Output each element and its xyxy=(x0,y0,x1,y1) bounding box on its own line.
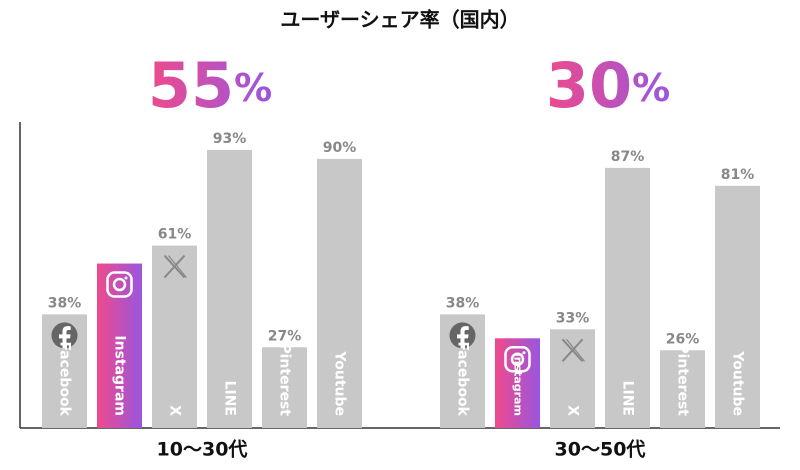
headline-value: 55% xyxy=(148,49,272,122)
group-label: 10〜30代 xyxy=(157,439,248,461)
value-label: 38% xyxy=(48,295,82,311)
value-label: 90% xyxy=(323,140,357,156)
instagram-icon xyxy=(106,271,133,298)
bar-category-label: Facebook xyxy=(57,341,73,416)
bar xyxy=(660,350,705,428)
x-icon-inner xyxy=(566,338,585,362)
value-label: 61% xyxy=(158,227,192,243)
x-icon-inner xyxy=(168,255,187,278)
bar-category-label: Pinterest xyxy=(277,343,293,416)
value-label: 33% xyxy=(556,310,590,326)
x-icon xyxy=(561,338,584,363)
bar xyxy=(605,167,650,428)
instagram-dot xyxy=(522,351,526,355)
x-icon xyxy=(163,254,186,279)
instagram-dot xyxy=(124,276,128,280)
bar xyxy=(317,158,362,428)
group-label: 30〜50代 xyxy=(555,439,646,461)
bar-category-label: Youtube xyxy=(730,350,746,416)
chart-title: ユーザーシェア率（国内） xyxy=(280,8,519,32)
bar-category-label: LINE xyxy=(222,381,238,416)
value-label: 87% xyxy=(611,149,645,165)
bar-category-label: X xyxy=(565,405,581,416)
instagram-icon xyxy=(504,346,531,373)
value-label: 93% xyxy=(213,131,247,147)
value-label: 26% xyxy=(666,331,700,347)
bar-category-label: Facebook xyxy=(455,341,471,416)
bar-category-label: LINE xyxy=(620,381,636,416)
headline-value: 30% xyxy=(546,49,670,122)
bar-category-label: X xyxy=(167,405,183,416)
bar xyxy=(152,245,197,428)
instagram-lens xyxy=(510,352,525,367)
bar xyxy=(715,185,760,428)
value-label: 27% xyxy=(268,328,302,344)
value-label: 38% xyxy=(446,295,480,311)
bar xyxy=(207,149,252,428)
bar-category-label: Instagram xyxy=(512,353,525,416)
bar-category-label: Youtube xyxy=(332,350,348,416)
bar-category-label: Instagram xyxy=(112,335,128,416)
bar-category-label: Pinterest xyxy=(675,343,691,416)
facebook-f xyxy=(457,326,469,349)
facebook-f xyxy=(59,326,71,349)
instagram-lens xyxy=(112,277,127,292)
value-label: 81% xyxy=(721,167,755,183)
bar xyxy=(262,347,307,428)
